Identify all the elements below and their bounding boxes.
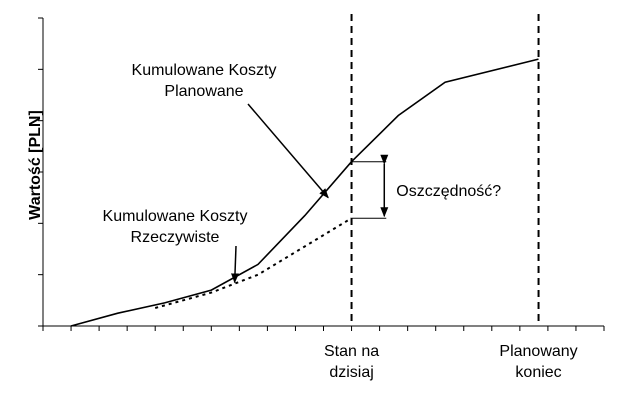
y-axis-label: Wartość [PLN] <box>27 110 44 220</box>
vline-label: dzisiaj <box>329 364 373 381</box>
vline-label: koniec <box>515 364 561 381</box>
series-layer <box>70 58 539 327</box>
annotation-layer: Oszczędność? Kumulowane Koszty Planowane Ku… <box>103 62 501 284</box>
annotation-label: Kumulowane Koszty <box>132 62 277 79</box>
annotation-label: Rzeczywiste <box>131 229 220 246</box>
series-line <box>154 217 353 309</box>
series-line <box>70 58 539 327</box>
annotation-label: Planowane <box>164 83 243 100</box>
gap-label: Oszczędność? <box>396 183 501 200</box>
annotation-arrow <box>247 103 329 199</box>
axes: Stan na dzisiaj Planowany koniec <box>38 14 605 381</box>
vline-label: Stan na <box>324 343 379 360</box>
annotation-arrow <box>231 245 240 284</box>
annotation-label: Kumulowane Koszty <box>103 208 248 225</box>
vline-label: Planowany <box>499 343 577 360</box>
